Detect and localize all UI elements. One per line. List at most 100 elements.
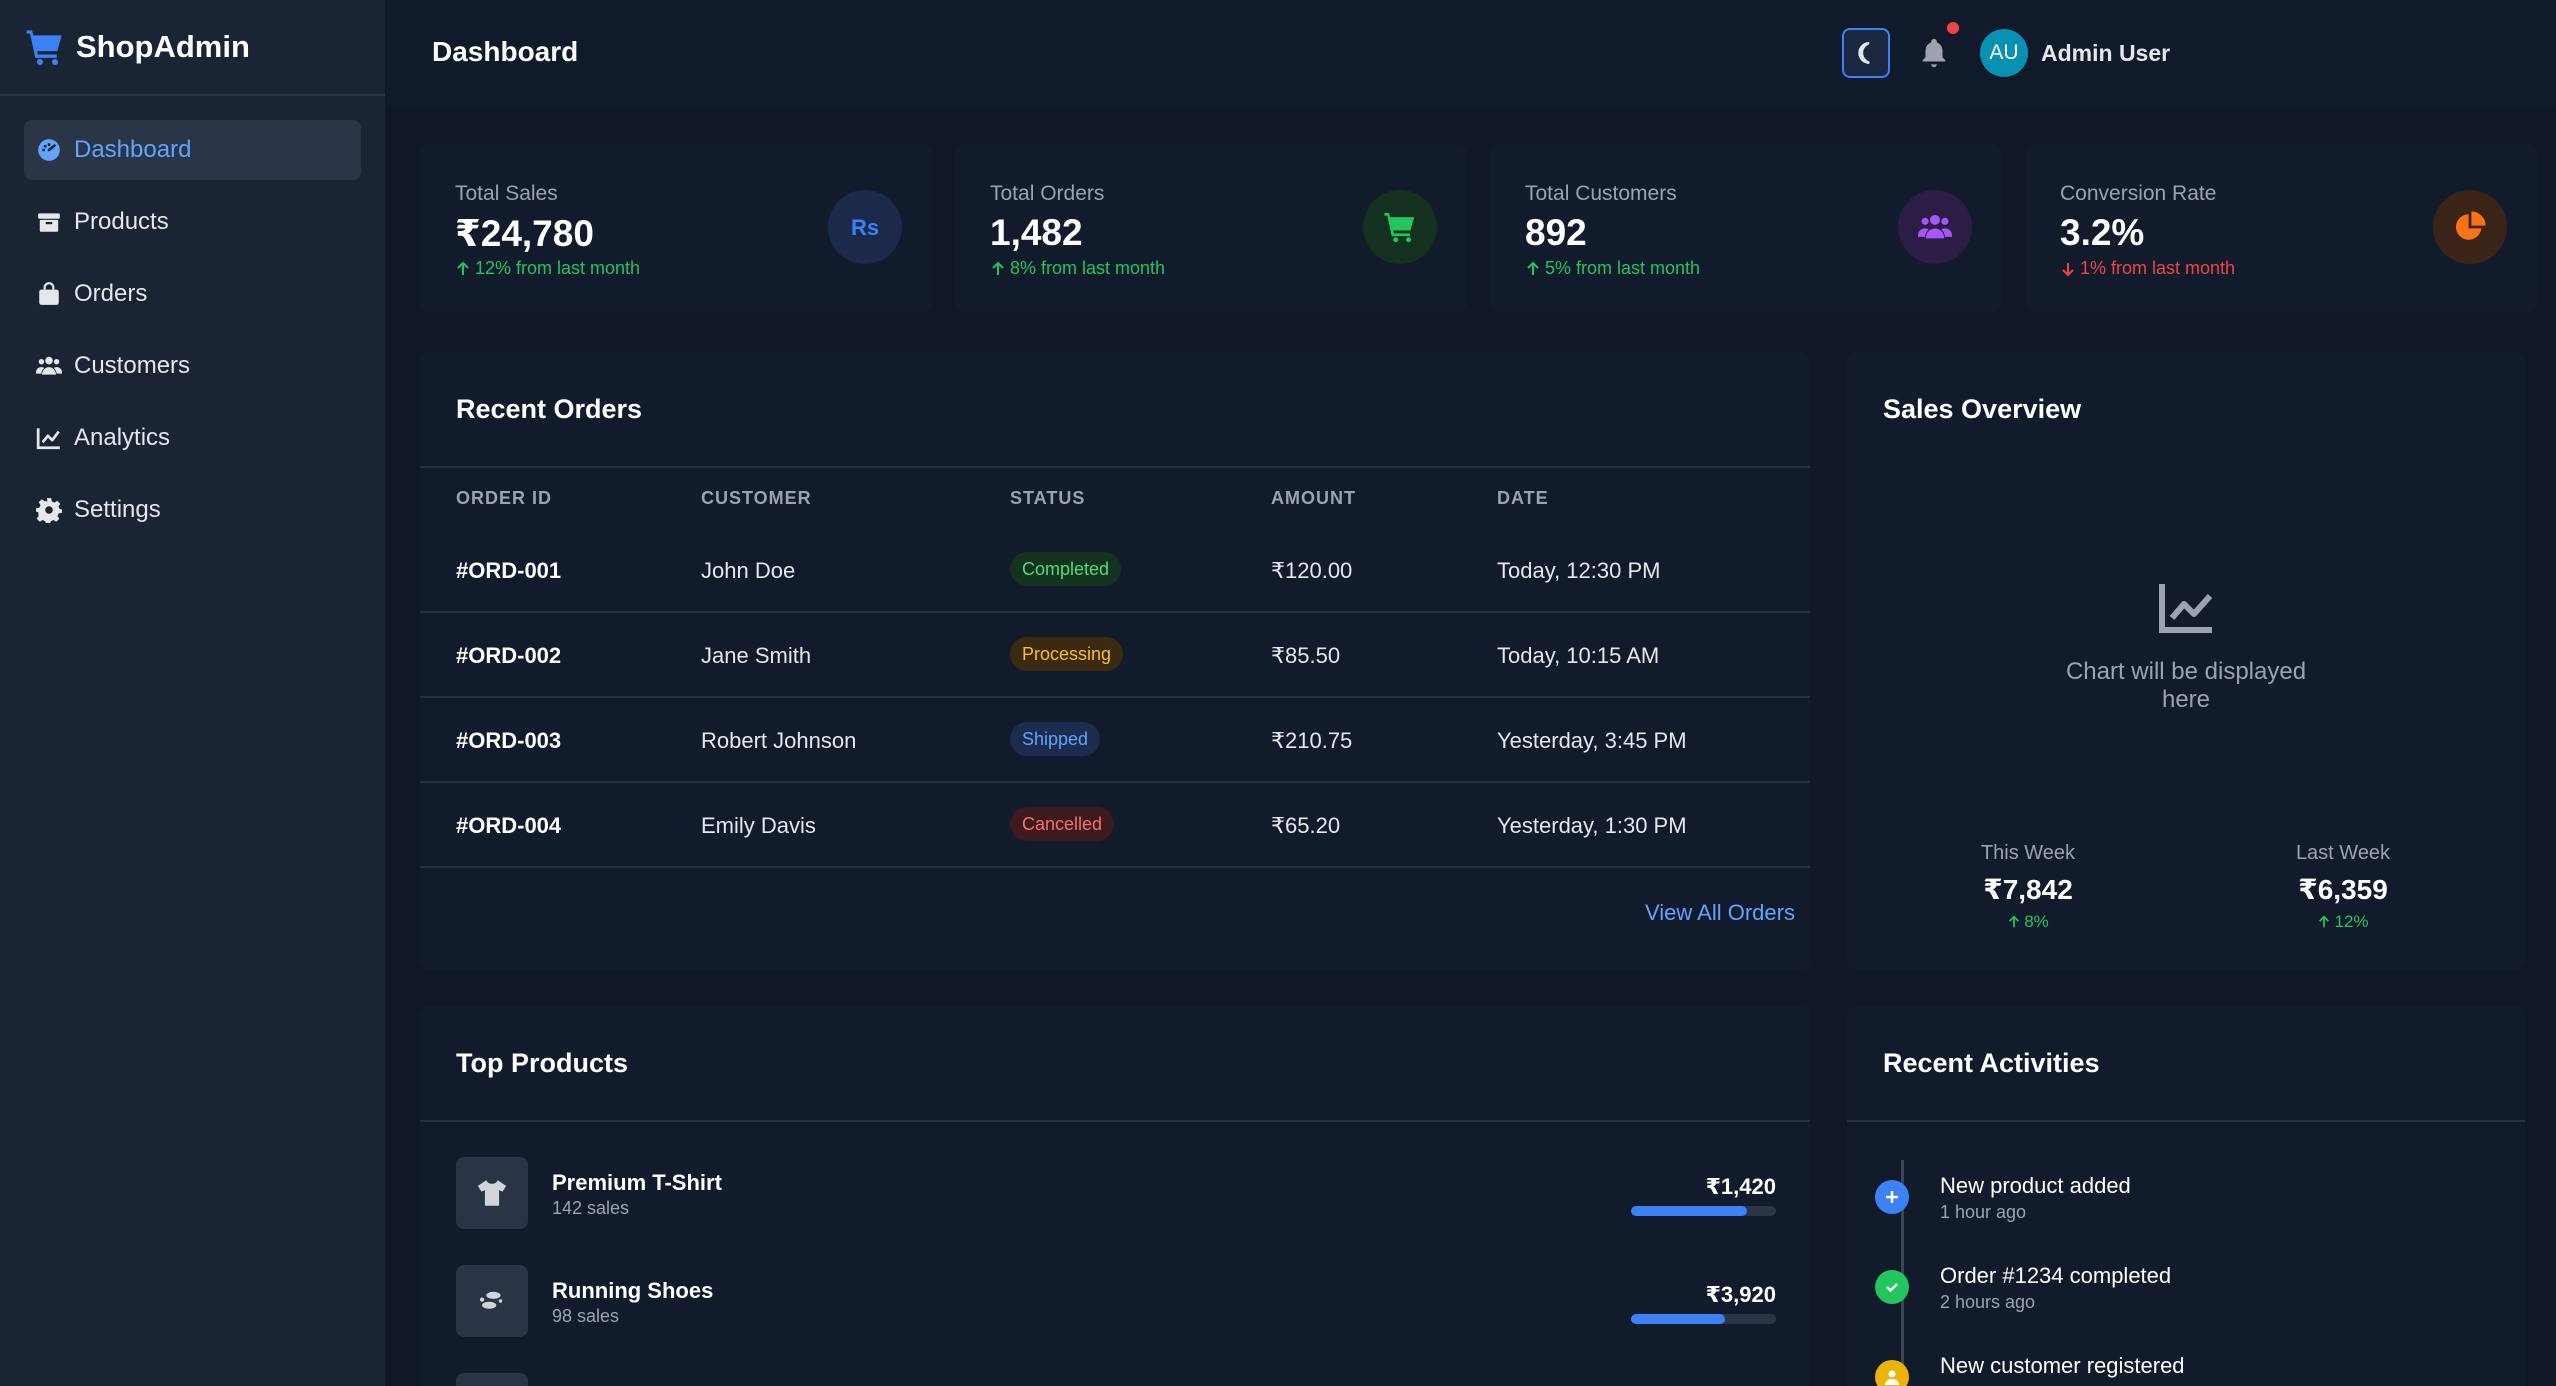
stat-card-total-sales: Total Sales ₹24,780 12% from last month … xyxy=(420,144,932,312)
sidebar-item-label: Customers xyxy=(74,352,191,379)
activity-dot xyxy=(1875,1270,1909,1304)
col-header-status: STATUS xyxy=(1010,488,1086,508)
shoe-icon xyxy=(479,1291,503,1309)
arrow-up-icon xyxy=(2319,915,2330,928)
table-row[interactable]: #ORD-001 John Doe Completed ₹120.00 Toda… xyxy=(420,528,1810,613)
sidebar-item-settings[interactable]: Settings xyxy=(24,480,361,540)
last-week-value: ₹6,359 xyxy=(2298,874,2388,905)
sidebar-item-customers[interactable]: Customers xyxy=(24,336,361,396)
plus-icon xyxy=(1886,1191,1898,1203)
pie-chart-icon xyxy=(2455,211,2486,240)
stat-icon-wrap xyxy=(1363,190,1437,264)
page-title: Dashboard xyxy=(432,36,579,67)
activity-time: 2 hours ago xyxy=(1940,1292,2036,1312)
recent-orders-title: Recent Orders xyxy=(456,394,643,424)
theme-toggle-button[interactable] xyxy=(1842,28,1890,78)
sidebar-item-products[interactable]: Products xyxy=(24,192,361,252)
top-products-title: Top Products xyxy=(456,1048,628,1078)
sales-overview-panel: Sales Overview xyxy=(1847,352,2525,970)
this-week-value: ₹7,842 xyxy=(1983,874,2073,905)
stat-value: 1,482 xyxy=(990,212,1083,253)
chart-line-icon xyxy=(36,428,60,450)
product-sales: 98 sales xyxy=(552,1306,620,1326)
product-progress-bar xyxy=(1631,1206,1776,1216)
order-id: #ORD-004 xyxy=(456,813,562,838)
arrow-up-icon xyxy=(457,261,469,275)
logo[interactable]: ShopAdmin xyxy=(0,0,385,96)
stat-card-total-orders: Total Orders 1,482 8% from last month xyxy=(955,144,1467,312)
this-week-summary: This Week ₹7,842 8% xyxy=(1948,842,2108,932)
product-revenue: ₹1,420 xyxy=(1705,1174,1776,1199)
last-week-delta-text: 12% xyxy=(2334,912,2369,931)
order-id: #ORD-002 xyxy=(456,643,562,668)
activity-dot xyxy=(1875,1360,1909,1386)
col-header-date: DATE xyxy=(1497,488,1549,508)
sidebar-item-label: Dashboard xyxy=(74,136,192,163)
box-icon xyxy=(38,213,60,232)
product-progress-fill xyxy=(1631,1314,1726,1324)
product-thumbnail xyxy=(456,1265,528,1337)
sidebar-item-orders[interactable]: Orders xyxy=(24,264,361,324)
arrow-up-icon xyxy=(992,261,1004,275)
order-amount: ₹120.00 xyxy=(1271,558,1353,583)
this-week-delta-text: 8% xyxy=(2024,912,2049,931)
customer-name: Robert Johnson xyxy=(701,728,857,753)
moon-icon xyxy=(1858,42,1870,64)
arrow-up-icon xyxy=(2009,915,2020,928)
product-revenue: ₹3,920 xyxy=(1705,1282,1776,1307)
chart-placeholder-text: Chart will be displayed here xyxy=(2065,658,2307,713)
activity-title: New customer registered xyxy=(1940,1353,2185,1378)
order-amount: ₹210.75 xyxy=(1271,728,1353,753)
stat-delta: 1% from last month xyxy=(2060,258,2235,279)
user-icon xyxy=(1885,1370,1899,1385)
table-row[interactable]: #ORD-004 Emily Davis Cancelled ₹65.20 Ye… xyxy=(420,783,1810,868)
stat-card-total-customers: Total Customers 892 5% from last month xyxy=(1490,144,2002,312)
order-date: Yesterday, 1:30 PM xyxy=(1497,813,1687,838)
activity-dot xyxy=(1875,1180,1909,1214)
sidebar-item-analytics[interactable]: Analytics xyxy=(24,408,361,468)
product-progress-bar xyxy=(1631,1314,1776,1324)
app-name: ShopAdmin xyxy=(76,29,250,64)
product-sales: 142 sales xyxy=(552,1198,630,1218)
order-amount: ₹85.50 xyxy=(1271,643,1341,668)
activity-title: Order #1234 completed xyxy=(1940,1263,2172,1288)
arrow-up-icon xyxy=(1527,261,1539,275)
stat-delta-text: 12% from last month xyxy=(475,258,641,278)
product-name[interactable]: Premium T-Shirt xyxy=(552,1170,722,1195)
users-icon xyxy=(1918,214,1952,239)
chart-line-icon xyxy=(2159,584,2213,633)
activity-time: 1 hour ago xyxy=(1940,1202,2027,1222)
customer-name: Emily Davis xyxy=(701,813,816,838)
product-progress-fill xyxy=(1631,1206,1747,1216)
stat-delta: 8% from last month xyxy=(990,258,1165,279)
sidebar: ShopAdmin Dashboard Products Orders Cust… xyxy=(0,0,385,1386)
view-all-orders-link[interactable]: View All Orders xyxy=(1645,900,1795,925)
stat-label: Total Orders xyxy=(990,182,1105,205)
customer-name: John Doe xyxy=(701,558,796,583)
table-row[interactable]: #ORD-003 Robert Johnson Shipped ₹210.75 … xyxy=(420,698,1810,783)
top-products-panel: Top Products xyxy=(420,1006,1810,1386)
stat-value: 892 xyxy=(1525,212,1587,253)
sales-overview-title: Sales Overview xyxy=(1883,394,2082,424)
last-week-delta: 12% xyxy=(2263,912,2423,932)
sidebar-item-dashboard[interactable]: Dashboard xyxy=(24,120,361,180)
stat-label: Conversion Rate xyxy=(2060,182,2217,205)
product-name[interactable]: Running Shoes xyxy=(552,1278,714,1303)
sidebar-item-label: Products xyxy=(74,208,169,235)
recent-activities-panel: Recent Activities xyxy=(1847,1006,2525,1386)
cart-logo-icon xyxy=(26,30,62,65)
activity-title: New product added xyxy=(1940,1173,2131,1198)
last-week-summary: Last Week ₹6,359 12% xyxy=(2263,842,2423,932)
col-header-order-id: ORDER ID xyxy=(456,488,553,508)
top-header: Dashboard xyxy=(385,0,2556,106)
sidebar-item-label: Settings xyxy=(74,496,161,523)
notification-bell-icon[interactable] xyxy=(1917,36,1951,70)
user-name[interactable]: Admin User xyxy=(2041,40,2171,66)
col-header-customer: CUSTOMER xyxy=(701,488,812,508)
stat-value: ₹24,780 xyxy=(455,213,594,254)
dashboard-icon xyxy=(38,139,60,161)
recent-activities-title: Recent Activities xyxy=(1883,1048,2100,1078)
table-row[interactable]: #ORD-002 Jane Smith Processing ₹85.50 To… xyxy=(420,613,1810,698)
divider xyxy=(1847,1120,2525,1122)
avatar[interactable]: AU xyxy=(1980,29,2028,77)
